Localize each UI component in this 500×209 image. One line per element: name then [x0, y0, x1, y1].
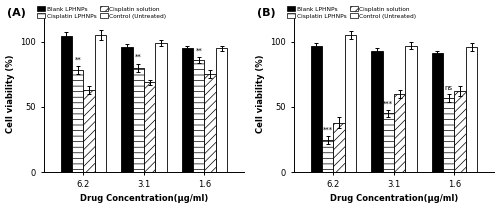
- Bar: [132, 68, 144, 172]
- Bar: [334, 123, 345, 172]
- Text: ***: ***: [383, 101, 394, 107]
- Text: (A): (A): [8, 8, 26, 18]
- Bar: [322, 140, 334, 172]
- Bar: [60, 36, 72, 172]
- Bar: [394, 94, 406, 172]
- Bar: [443, 98, 454, 172]
- Bar: [345, 35, 356, 172]
- Text: **: **: [196, 47, 202, 53]
- Y-axis label: Cell viability (%): Cell viability (%): [256, 55, 264, 133]
- Bar: [144, 82, 156, 172]
- Bar: [121, 47, 132, 172]
- Text: **: **: [135, 54, 141, 60]
- Bar: [371, 51, 382, 172]
- X-axis label: Drug Concentration(μg/ml): Drug Concentration(μg/ml): [330, 194, 458, 203]
- Legend: Blank LPHNPs, Cisplatin LPHNPs, Cisplatin solution, Control (Untreated): Blank LPHNPs, Cisplatin LPHNPs, Cisplati…: [286, 6, 417, 19]
- Bar: [156, 43, 167, 172]
- Bar: [406, 46, 417, 172]
- Bar: [216, 48, 228, 172]
- Legend: Blank LPHNPs, Cisplatin LPHNPs, Cisplatin solution, Control (Untreated): Blank LPHNPs, Cisplatin LPHNPs, Cisplati…: [36, 6, 167, 19]
- Bar: [95, 35, 106, 172]
- Bar: [72, 70, 84, 172]
- Bar: [466, 47, 477, 172]
- Y-axis label: Cell viability (%): Cell viability (%): [6, 55, 15, 133]
- Bar: [84, 90, 95, 172]
- Text: **: **: [74, 56, 81, 62]
- X-axis label: Drug Concentration(μg/ml): Drug Concentration(μg/ml): [80, 194, 208, 203]
- Bar: [454, 91, 466, 172]
- Bar: [193, 60, 204, 172]
- Bar: [432, 53, 443, 172]
- Text: (B): (B): [258, 8, 276, 18]
- Text: ***: ***: [322, 127, 333, 133]
- Bar: [310, 46, 322, 172]
- Bar: [382, 113, 394, 172]
- Text: ns: ns: [444, 85, 453, 91]
- Bar: [204, 74, 216, 172]
- Bar: [182, 48, 193, 172]
